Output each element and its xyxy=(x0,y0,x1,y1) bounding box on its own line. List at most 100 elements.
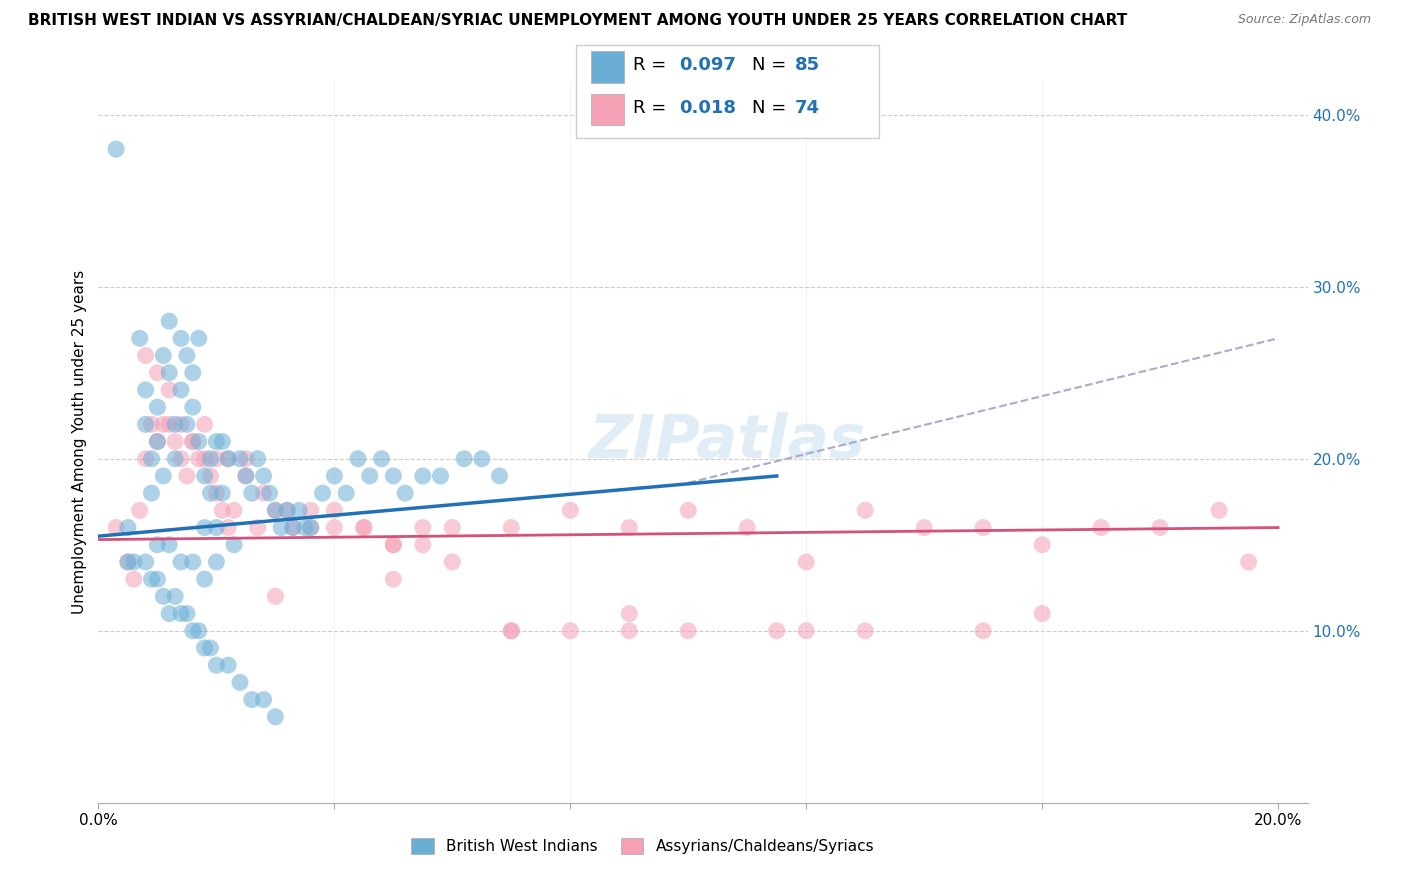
Point xyxy=(135,417,157,432)
Point xyxy=(194,520,217,534)
Point xyxy=(170,417,193,432)
Point xyxy=(560,503,582,517)
Point xyxy=(235,451,257,466)
Point xyxy=(187,434,209,449)
Point xyxy=(353,520,375,534)
Point xyxy=(105,520,128,534)
Point xyxy=(135,349,157,363)
Text: ZIPatlas: ZIPatlas xyxy=(589,412,866,471)
Point xyxy=(1090,520,1112,534)
Point xyxy=(152,590,174,604)
Point xyxy=(141,486,163,500)
Point xyxy=(200,486,222,500)
Point xyxy=(165,451,187,466)
Point xyxy=(794,624,817,638)
Point xyxy=(146,572,169,586)
Point xyxy=(152,417,174,432)
Point xyxy=(382,469,405,483)
Point xyxy=(146,434,169,449)
Point xyxy=(394,486,416,500)
Point xyxy=(299,520,322,534)
Point xyxy=(135,383,157,397)
Y-axis label: Unemployment Among Youth under 25 years: Unemployment Among Youth under 25 years xyxy=(72,269,87,614)
Point xyxy=(211,503,233,517)
Point xyxy=(205,520,228,534)
Point xyxy=(359,469,381,483)
Point xyxy=(276,503,298,517)
Point xyxy=(157,383,180,397)
Point xyxy=(205,434,228,449)
Point xyxy=(972,520,994,534)
Point xyxy=(412,469,434,483)
Point xyxy=(299,520,322,534)
Point xyxy=(135,451,157,466)
Point xyxy=(181,624,204,638)
Point xyxy=(735,520,758,534)
Point xyxy=(240,692,263,706)
Text: R =: R = xyxy=(633,56,672,74)
Point xyxy=(181,366,204,380)
Point xyxy=(146,434,169,449)
Point xyxy=(412,538,434,552)
Point xyxy=(211,486,233,500)
Point xyxy=(235,469,257,483)
Point xyxy=(157,417,180,432)
Point xyxy=(264,503,287,517)
Point xyxy=(194,417,217,432)
Point xyxy=(117,555,139,569)
Point xyxy=(501,520,523,534)
Text: N =: N = xyxy=(752,56,792,74)
Point xyxy=(165,590,187,604)
Point xyxy=(412,520,434,534)
Point xyxy=(135,555,157,569)
Point xyxy=(176,349,198,363)
Point xyxy=(205,658,228,673)
Point xyxy=(311,486,333,500)
Point xyxy=(157,538,180,552)
Point xyxy=(146,538,169,552)
Point xyxy=(205,451,228,466)
Point xyxy=(181,555,204,569)
Point xyxy=(441,555,464,569)
Point xyxy=(181,400,204,414)
Legend: British West Indians, Assyrians/Chaldeans/Syriacs: British West Indians, Assyrians/Chaldean… xyxy=(405,832,880,860)
Point xyxy=(972,624,994,638)
Point xyxy=(246,520,269,534)
Point xyxy=(157,366,180,380)
Point xyxy=(170,607,193,621)
Point xyxy=(157,607,180,621)
Point xyxy=(1149,520,1171,534)
Point xyxy=(117,555,139,569)
Point xyxy=(229,451,252,466)
Point xyxy=(176,607,198,621)
Point xyxy=(187,331,209,345)
Point xyxy=(217,451,239,466)
Point xyxy=(264,503,287,517)
Point xyxy=(194,640,217,655)
Point xyxy=(128,503,150,517)
Point xyxy=(122,572,145,586)
Point xyxy=(471,451,494,466)
Point xyxy=(105,142,128,156)
Text: R =: R = xyxy=(633,99,672,117)
Point xyxy=(246,451,269,466)
Point xyxy=(200,640,222,655)
Point xyxy=(294,520,316,534)
Point xyxy=(217,520,239,534)
Text: Source: ZipAtlas.com: Source: ZipAtlas.com xyxy=(1237,13,1371,27)
Point xyxy=(229,675,252,690)
Point xyxy=(1237,555,1260,569)
Point xyxy=(794,555,817,569)
Point xyxy=(323,503,346,517)
Point xyxy=(619,624,641,638)
Text: 74: 74 xyxy=(794,99,820,117)
Point xyxy=(165,434,187,449)
Point xyxy=(281,520,304,534)
Point xyxy=(165,417,187,432)
Point xyxy=(170,331,193,345)
Point xyxy=(170,383,193,397)
Point xyxy=(187,451,209,466)
Point xyxy=(170,555,193,569)
Point xyxy=(217,658,239,673)
Point xyxy=(323,469,346,483)
